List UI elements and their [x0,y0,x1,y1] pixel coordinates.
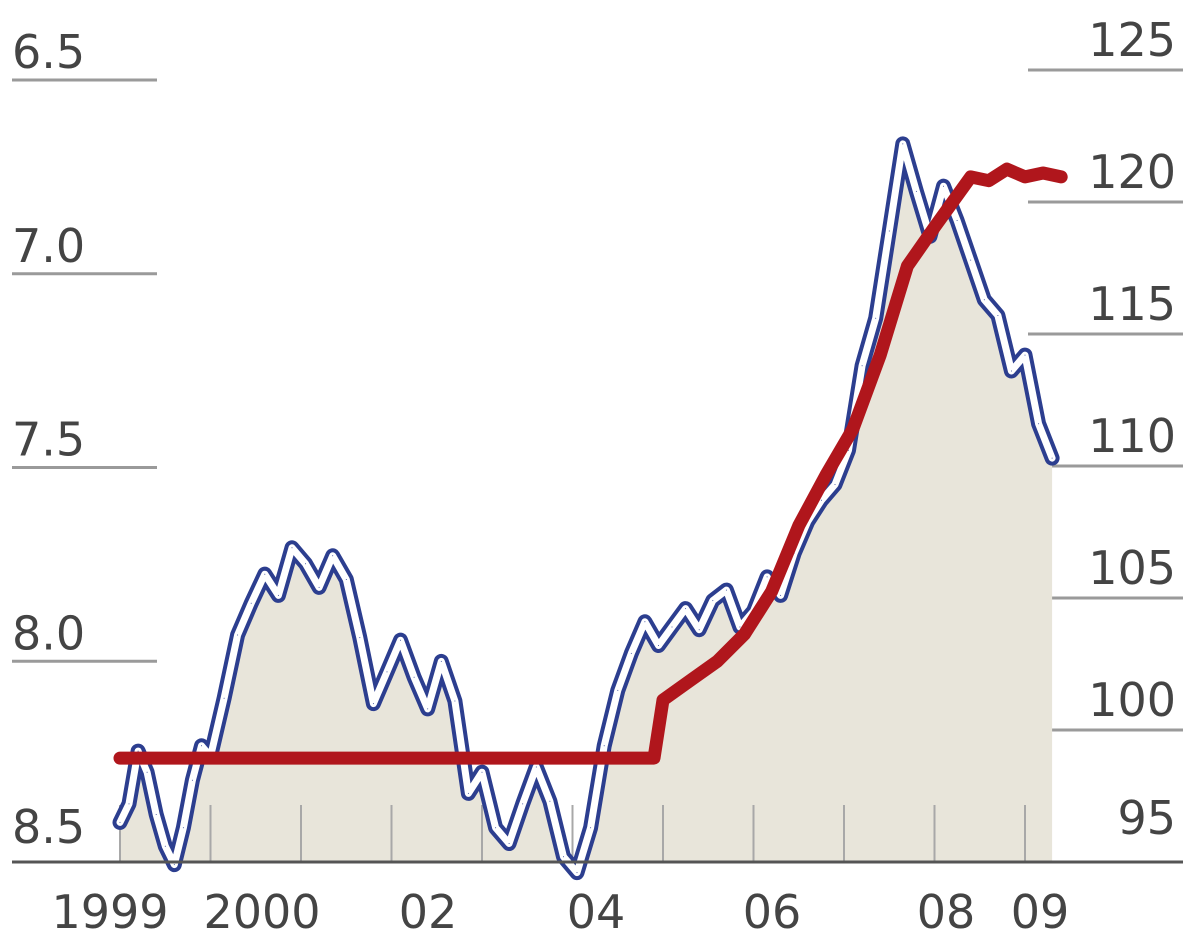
index-point [182,827,184,829]
index-point [146,771,148,773]
index-point [1024,354,1026,356]
index-point [848,449,849,451]
index-point [685,608,687,610]
index-point [400,639,401,641]
index-point [766,576,768,578]
left-tick-label: 7.0 [12,219,85,273]
index-point [820,499,822,501]
x-tick-label: 2000 [203,885,320,936]
index-point [1010,370,1012,372]
x-tick-label: 09 [1011,885,1070,936]
index-point [617,689,619,691]
index-point [119,821,121,823]
index-point [128,803,130,805]
index-point [658,645,659,646]
index-point [386,671,388,673]
x-tick-label: 1999 [51,885,168,936]
index-area-fill [120,143,1053,873]
right-tick-label: 125 [1088,13,1176,67]
index-point [318,586,320,588]
index-point [725,589,727,591]
index-point [191,779,193,781]
index-point [372,703,374,705]
index-point [535,766,537,768]
right-tick-label: 95 [1117,791,1176,845]
index-point [413,676,415,678]
index-point [495,827,497,829]
left-axis-labels: 6.5 7.0 7.5 8.0 8.5 [12,25,85,854]
index-point [1038,423,1040,425]
index-point [997,315,999,316]
index-point [834,484,836,485]
index-point [671,626,673,628]
index-point [549,800,551,802]
index-point [1051,457,1053,459]
x-axis-ticks [119,805,1026,862]
right-tick-label: 120 [1088,145,1176,199]
index-point [875,317,877,319]
index-point [264,573,266,575]
index-point [201,745,202,747]
right-tick-label: 115 [1088,277,1176,331]
index-point [780,594,782,596]
left-tick-label: 7.5 [12,413,85,467]
index-point [481,771,483,773]
left-tick-label: 6.5 [12,25,85,79]
index-point [576,872,578,874]
index-point [223,697,225,699]
index-point [943,185,944,187]
index-point [305,563,306,565]
index-point [861,365,863,367]
index-point [508,843,510,844]
index-point [712,600,714,602]
x-tick-label: 04 [567,885,626,936]
index-point [427,708,429,710]
index-point [137,750,139,752]
index-point [956,220,958,221]
x-axis-labels: 1999 2000 02 04 06 08 09 [51,885,1069,936]
index-point [915,190,917,192]
right-tick-label: 100 [1088,673,1176,727]
x-tick-label: 02 [399,885,458,936]
index-point [155,814,157,815]
index-point [332,555,334,557]
index-point [237,634,239,636]
index-point [902,143,904,145]
right-tick-label: 105 [1088,541,1176,595]
index-point [359,637,361,639]
index-area [120,143,1053,873]
index-point [440,660,442,662]
index-point [164,845,166,847]
left-axis-gridlines [12,78,157,663]
index-point [603,745,605,747]
right-tick-label: 110 [1088,409,1176,463]
index-point [970,259,972,261]
index-point [590,827,592,829]
right-axis-labels: 95 100 105 110 115 120 125 [1088,13,1176,845]
index-point [983,299,985,301]
rate-line [113,162,1068,765]
left-tick-label: 8.0 [12,606,85,660]
index-point [563,856,564,858]
x-tick-label: 08 [917,885,976,936]
x-tick-label: 06 [743,885,802,936]
index-point [291,547,293,549]
index-point [739,626,741,628]
index-point [345,579,347,580]
index-point [644,621,646,623]
index-point [173,864,175,866]
right-axis-gridlines [1028,68,1183,732]
index-point [698,629,700,631]
index-point [277,594,279,596]
index-point [454,700,456,702]
index-point [630,652,632,654]
left-tick-label: 8.5 [12,800,85,854]
index-point [467,792,469,794]
index-point [522,803,524,805]
index-point [250,602,252,604]
index-point [888,230,890,232]
series-lines [112,136,1068,881]
